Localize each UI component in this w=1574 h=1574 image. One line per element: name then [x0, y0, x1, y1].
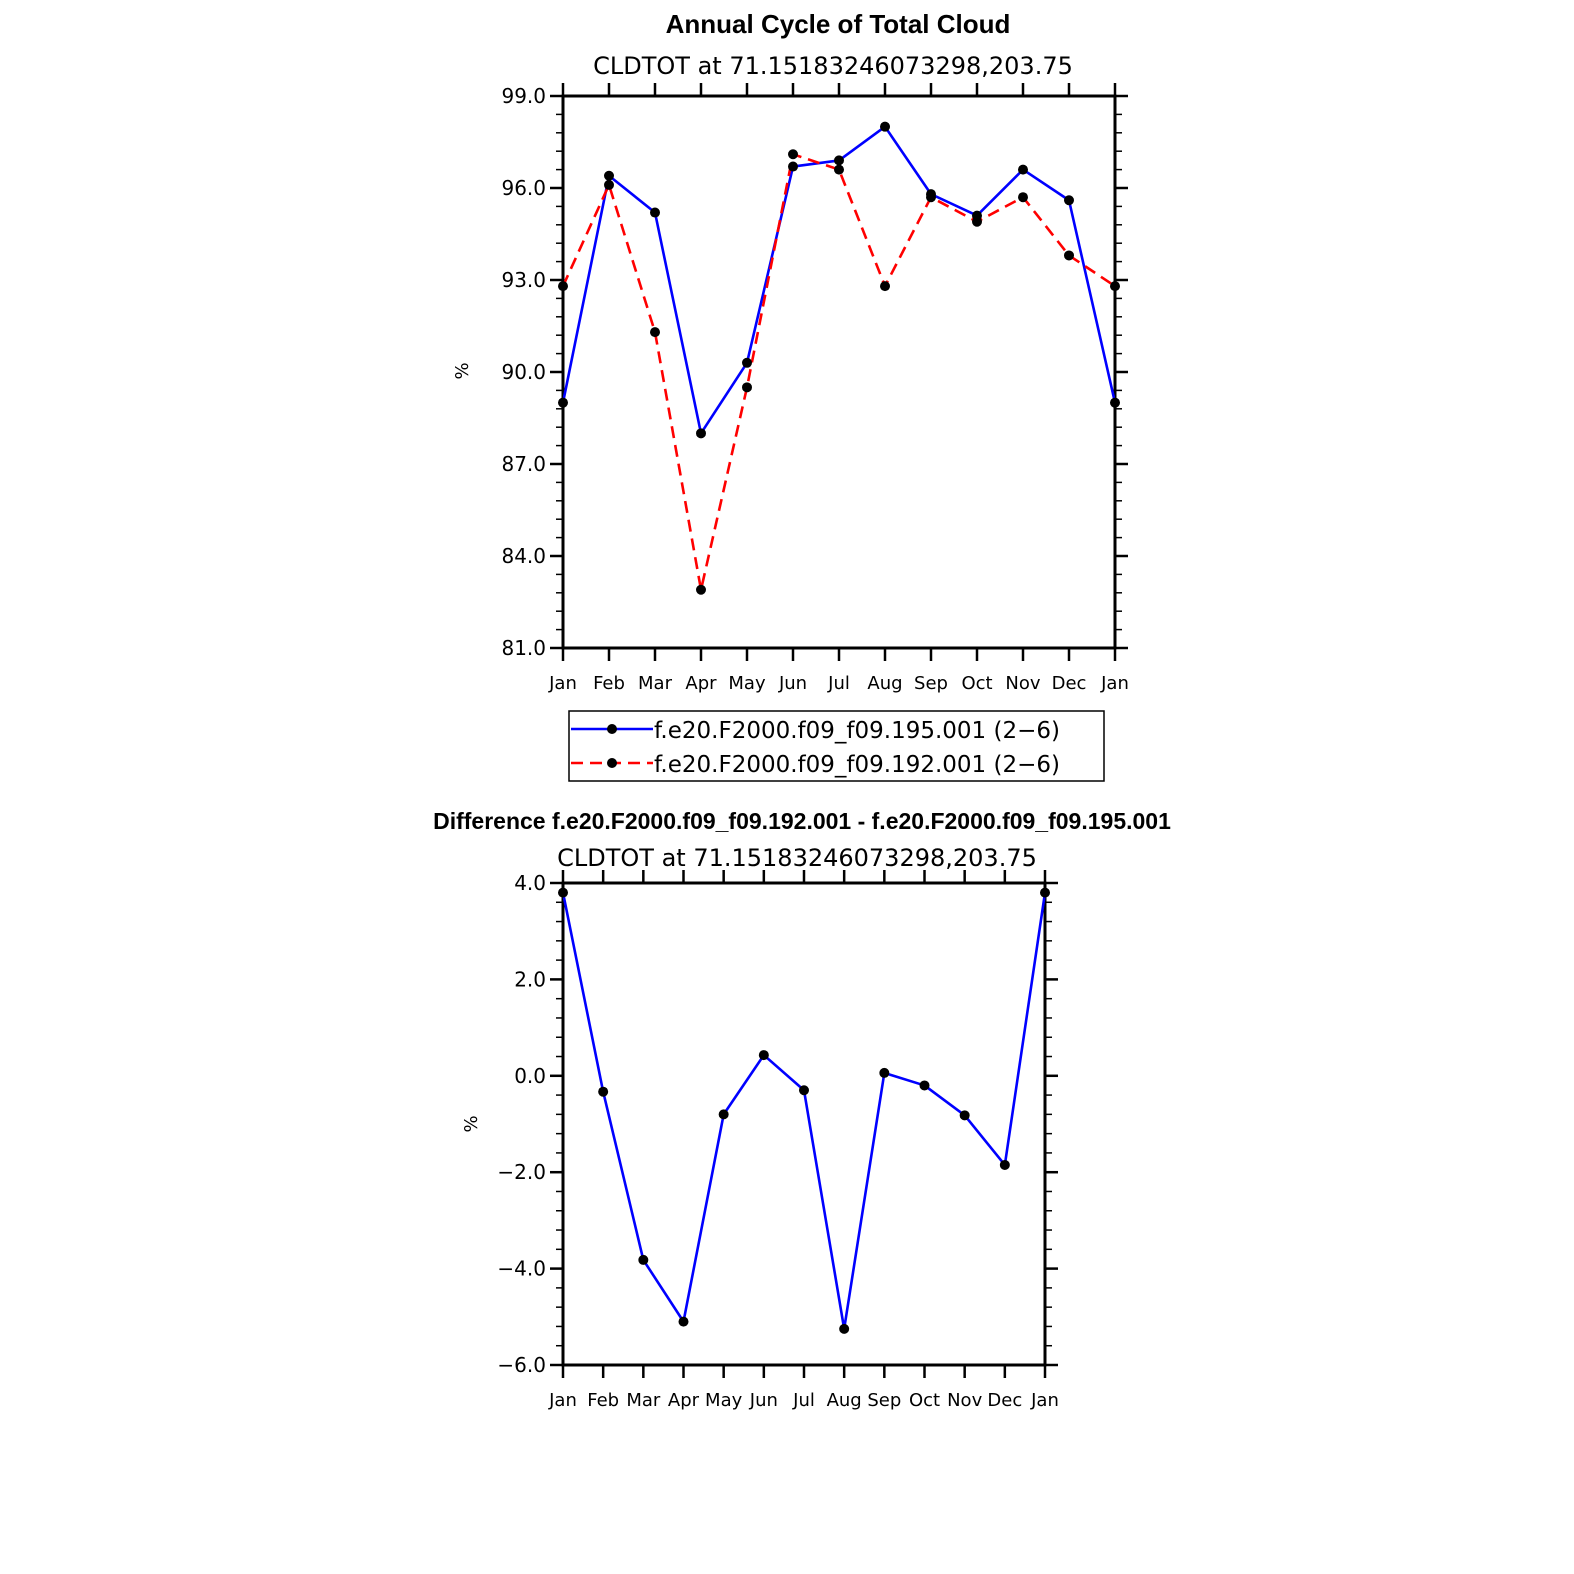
chart2-series1-point [1040, 887, 1050, 898]
chart2-xtick-label: Sep [867, 1390, 901, 1411]
chart1-xtick-label: Jul [827, 673, 850, 694]
chart2-xtick-label: Oct [909, 1390, 940, 1411]
chart1-plot: 81.0 84.0 87.0 90.0 93.0 96.0 99.0 Jan Feb Mar Apr… [501, 83, 1129, 694]
chart2-xtick-label: Mar [626, 1390, 661, 1411]
chart1-xtick-label: Feb [593, 673, 625, 694]
chart2-series1-point [558, 887, 568, 898]
chart1-xtick-label: Jun [778, 673, 807, 694]
legend-label-series1: f.e20.F2000.f09_f09.195.001 (2−6) [654, 718, 1060, 744]
chart1-series1-point [696, 428, 706, 439]
chart2-xtick-label: Jun [749, 1390, 778, 1411]
chart1-legend: f.e20.F2000.f09_f09.195.001 (2−6) f.e20.… [568, 710, 1105, 782]
chart1-xtick-label: Sep [914, 673, 948, 694]
chart1-series1-point [1110, 397, 1120, 408]
chart2-series1-point [839, 1323, 850, 1334]
chart2-series1-point [879, 1067, 890, 1078]
chart1-series1-point [788, 161, 798, 172]
chart2-xtick-label: Jan [1030, 1390, 1059, 1411]
chart1-series2-point [834, 164, 844, 175]
chart1-series2-point [972, 216, 982, 227]
chart1-title: Annual Cycle of Total Cloud [666, 9, 1011, 39]
chart2-title: Difference f.e20.F2000.f09_f09.192.001 -… [433, 808, 1171, 834]
chart2-series1-point [959, 1110, 970, 1121]
chart1-series1-point [880, 121, 890, 132]
chart2-xtick-label: Nov [947, 1390, 982, 1411]
chart2-series1-point [718, 1109, 729, 1120]
chart2-series1-point [919, 1080, 930, 1091]
chart1-ytick-label: 99.0 [501, 84, 546, 108]
chart1-xtick-label: Mar [638, 673, 673, 694]
chart1-ylabel: % [452, 362, 473, 379]
chart2-xtick-label: Feb [587, 1390, 619, 1411]
chart1-series1-point [834, 155, 844, 166]
chart1-series2-point [604, 179, 614, 190]
chart2-xtick-label: Jan [548, 1390, 577, 1411]
chart1-ytick-label: 93.0 [501, 268, 546, 292]
legend-box [568, 710, 1105, 782]
chart1-ytick-label: 84.0 [501, 544, 546, 568]
chart2-ylabel: % [461, 1115, 482, 1132]
chart1-series2-point [742, 382, 752, 393]
chart1-series1-point [742, 357, 752, 368]
chart2-series1-point [799, 1085, 809, 1096]
chart2-series1-point [999, 1159, 1010, 1170]
chart1-subtitle: CLDTOT at 71.15183246073298,203.75 [593, 52, 1073, 80]
chart1-series2-point [788, 149, 798, 160]
chart1-xtick-label: Dec [1052, 673, 1087, 694]
chart2-series1-point [638, 1254, 649, 1265]
chart1-series-line-2 [561, 152, 1116, 592]
chart1-series1-point [650, 207, 660, 218]
chart2-series1-point [598, 1086, 609, 1097]
chart1-series2-point [1110, 281, 1120, 292]
legend-marker-series2 [607, 758, 617, 768]
legend-label-series2: f.e20.F2000.f09_f09.192.001 (2−6) [654, 752, 1060, 778]
chart2-xtick-label: May [705, 1390, 743, 1411]
chart1-ytick-label: 81.0 [501, 636, 546, 660]
legend-marker-series1 [607, 724, 617, 734]
chart1-series1-point [558, 397, 568, 408]
chart2-ytick-label: 4.0 [514, 871, 546, 895]
chart1-frame [561, 94, 1117, 650]
chart2-ytick-label: −2.0 [497, 1160, 546, 1184]
chart1-ytick-label: 87.0 [501, 452, 546, 476]
chart1-ytick-label: 90.0 [501, 360, 546, 384]
chart2-ytick-label: −4.0 [497, 1257, 546, 1281]
chart1-series2-point [1018, 192, 1028, 203]
chart1-series2-point [926, 192, 936, 203]
chart2-ytick-label: 0.0 [514, 1064, 546, 1088]
chart1-xtick-label: Apr [685, 673, 717, 694]
chart2-ytick-label: 2.0 [514, 967, 546, 991]
chart1-xtick-label: Jan [548, 673, 577, 694]
chart1-ytick-label: 96.0 [501, 176, 546, 200]
chart1-series2-point [650, 327, 660, 338]
chart1-series2-point [880, 281, 890, 292]
chart2-ytick-label: −6.0 [497, 1353, 546, 1377]
chart1-xtick-label: Oct [961, 673, 992, 694]
chart1-xtick-label: Aug [867, 673, 902, 694]
chart1-xtick-label: May [728, 673, 766, 694]
chart1-series1-point [604, 170, 614, 181]
chart1-series2-point [696, 584, 706, 595]
chart2-xtick-label: Dec [987, 1390, 1022, 1411]
chart1-series2-point [1064, 250, 1074, 261]
chart2-subtitle: CLDTOT at 71.15183246073298,203.75 [557, 844, 1037, 872]
chart2-series1-point [758, 1050, 769, 1061]
chart2-plot: −6.0 −4.0 −2.0 0.0 2.0 4.0 Jan Feb Mar Apr May Jun J… [497, 870, 1059, 1411]
chart1-xtick-label: Jan [1100, 673, 1129, 694]
chart2-series-line-1 [561, 892, 1047, 1331]
chart2-series1-point [678, 1316, 689, 1327]
chart1-xtick-label: Nov [1005, 673, 1040, 694]
chart1-series1-point [1018, 164, 1028, 175]
chart1-series2-point [558, 281, 568, 292]
chart1-series1-point [1064, 195, 1074, 206]
chart2-xtick-label: Apr [668, 1390, 700, 1411]
chart2-xtick-label: Jul [792, 1390, 815, 1411]
chart2-xtick-label: Aug [827, 1390, 862, 1411]
